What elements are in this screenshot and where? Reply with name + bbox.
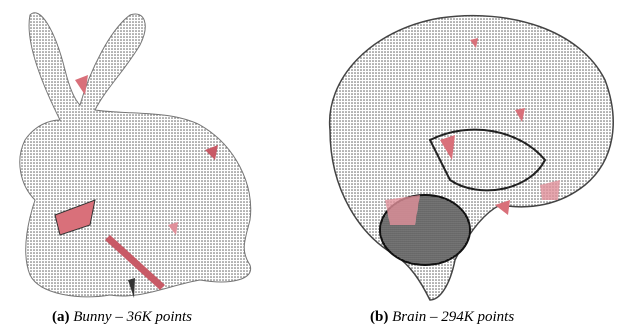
caption-label: (a) — [52, 309, 70, 325]
bunny-render — [20, 13, 251, 298]
caption-label: (b) — [370, 309, 388, 325]
caption-text: Bunny – 36K points — [73, 309, 192, 325]
caption-text: Brain – 294K points — [392, 309, 514, 325]
brain-render — [330, 16, 614, 300]
figure-images — [0, 0, 622, 305]
figure-page: (a) Bunny – 36K points (b) Brain – 294K … — [0, 0, 622, 333]
caption-b: (b) Brain – 294K points — [370, 309, 514, 326]
caption-a: (a) Bunny – 36K points — [52, 309, 192, 326]
